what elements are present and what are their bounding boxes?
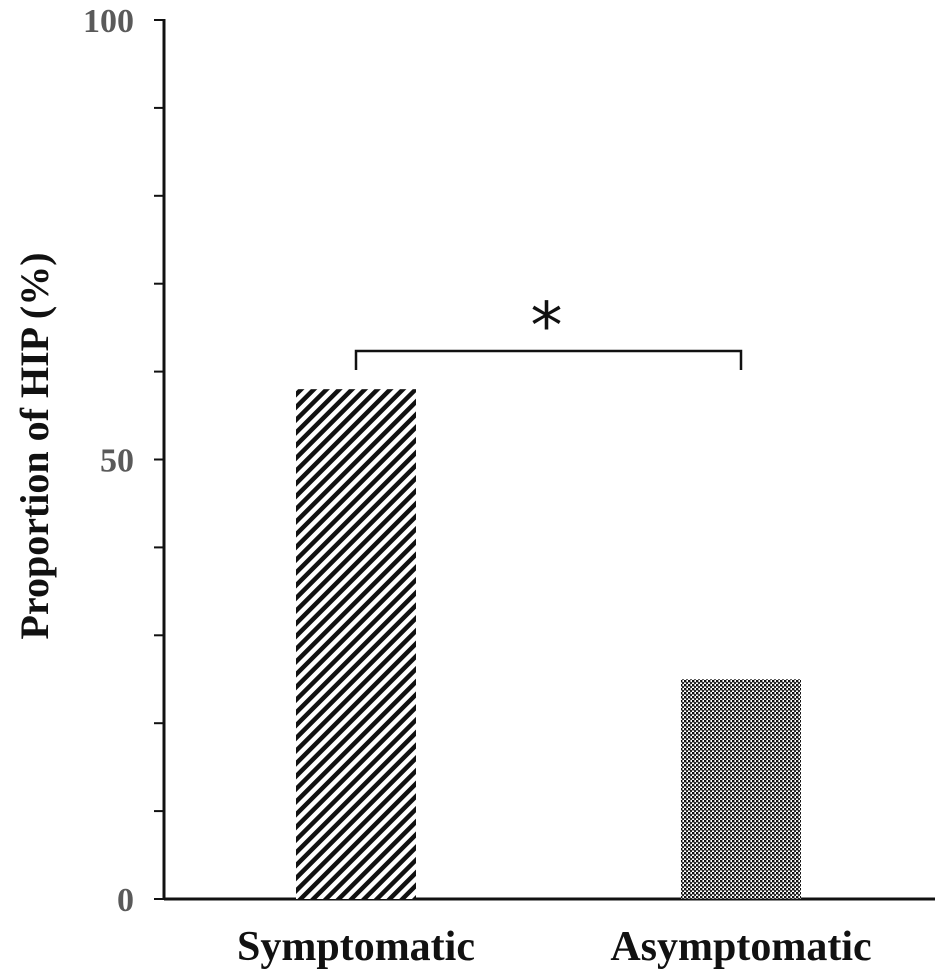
y-axis-title: Proportion of HIP (%) xyxy=(12,252,57,639)
bar-symptomatic xyxy=(296,389,416,899)
y-tick-label: 100 xyxy=(83,3,134,40)
axes xyxy=(162,19,935,901)
y-axis-ticks: 0 50 100 xyxy=(83,3,164,919)
significance-star: * xyxy=(531,290,563,364)
y-tick-label: 0 xyxy=(117,882,134,919)
bar-asymptomatic xyxy=(681,679,801,899)
bars xyxy=(296,389,801,899)
significance-annotation: * xyxy=(354,290,743,370)
category-label-asymptomatic: Asymptomatic xyxy=(610,924,871,970)
category-label-symptomatic: Symptomatic xyxy=(237,924,475,970)
y-tick-label: 50 xyxy=(100,443,134,480)
significance-bracket xyxy=(354,349,743,370)
x-axis-category-labels: Symptomatic Asymptomatic xyxy=(237,924,872,970)
